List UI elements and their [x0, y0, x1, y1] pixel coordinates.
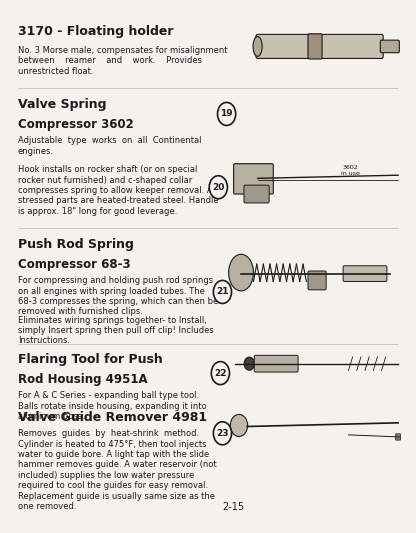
- Text: Rod Housing 4951A: Rod Housing 4951A: [18, 373, 148, 386]
- Text: 2-15: 2-15: [223, 502, 245, 512]
- Text: Compressor 68-3: Compressor 68-3: [18, 258, 131, 271]
- FancyBboxPatch shape: [380, 40, 399, 53]
- Ellipse shape: [253, 36, 262, 56]
- FancyBboxPatch shape: [396, 434, 401, 440]
- FancyBboxPatch shape: [308, 271, 326, 290]
- Text: For compressing and holding push rod springs
on all engines with spring loaded t: For compressing and holding push rod spr…: [18, 276, 218, 317]
- Text: Valve Spring: Valve Spring: [18, 98, 106, 111]
- FancyBboxPatch shape: [308, 34, 322, 59]
- Circle shape: [211, 361, 230, 385]
- FancyBboxPatch shape: [234, 164, 273, 194]
- Circle shape: [213, 280, 232, 303]
- FancyBboxPatch shape: [256, 34, 383, 59]
- Circle shape: [209, 176, 228, 199]
- Text: 21: 21: [216, 287, 229, 296]
- Text: No. 3 Morse male, compensates for misalignment
between    reamer    and    work.: No. 3 Morse male, compensates for misali…: [18, 46, 228, 76]
- FancyBboxPatch shape: [343, 266, 387, 281]
- Text: 20: 20: [212, 183, 225, 192]
- Text: 22: 22: [214, 369, 227, 377]
- Text: Compressor 3602: Compressor 3602: [18, 118, 134, 131]
- Text: Flaring Tool for Push: Flaring Tool for Push: [18, 353, 163, 366]
- Circle shape: [218, 102, 236, 125]
- Ellipse shape: [244, 357, 255, 370]
- Text: Push Rod Spring: Push Rod Spring: [18, 238, 134, 251]
- Text: Removes  guides  by  heat-shrink  method.
Cylinder is heated to 475°F, then tool: Removes guides by heat-shrink method. Cy…: [18, 429, 217, 511]
- Text: Adjustable  type  works  on  all  Continental
engines.: Adjustable type works on all Continental…: [18, 136, 201, 156]
- Text: For A & C Series - expanding ball type tool.
Balls rotate inside housing, expand: For A & C Series - expanding ball type t…: [18, 391, 206, 421]
- Text: 23: 23: [216, 429, 229, 438]
- FancyBboxPatch shape: [244, 185, 269, 203]
- Text: 19: 19: [220, 109, 233, 118]
- Text: 3170 - Floating holder: 3170 - Floating holder: [18, 25, 173, 38]
- Ellipse shape: [230, 415, 248, 437]
- Text: Valve Guide Remover 4981: Valve Guide Remover 4981: [18, 411, 207, 424]
- Text: Hook installs on rocker shaft (or on special
rocker nut furnished) and c-shaped : Hook installs on rocker shaft (or on spe…: [18, 165, 218, 216]
- Text: in use: in use: [341, 171, 360, 176]
- Text: 3602: 3602: [343, 165, 359, 170]
- FancyBboxPatch shape: [254, 356, 298, 372]
- Ellipse shape: [229, 254, 253, 291]
- Circle shape: [213, 422, 232, 445]
- Text: Eliminates wiring springs together- to Install,
simply Insert spring then pull o: Eliminates wiring springs together- to I…: [18, 316, 214, 345]
